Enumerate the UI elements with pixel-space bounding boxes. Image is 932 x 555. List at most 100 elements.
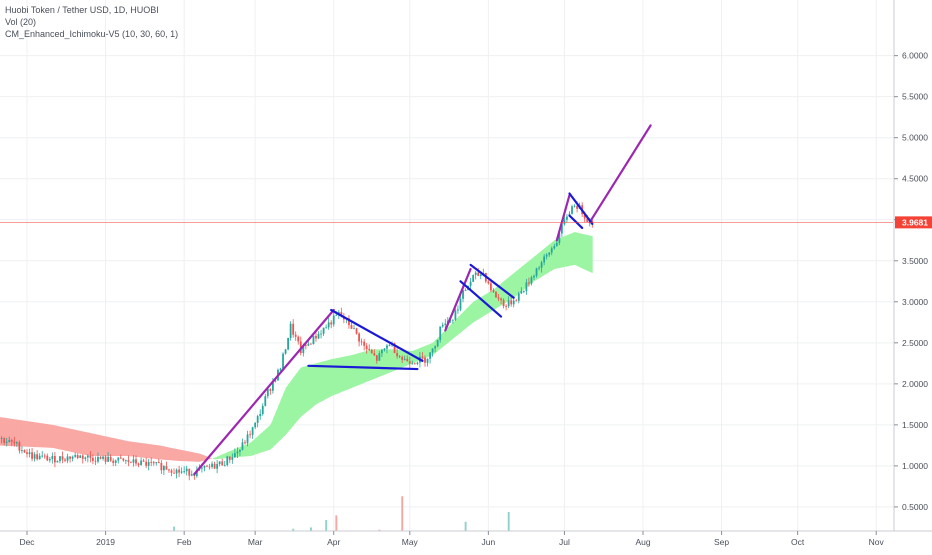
time-tick-label: Jun <box>482 537 496 547</box>
cloud-bear-slice <box>113 438 116 456</box>
candle-down <box>145 462 147 466</box>
cloud-bull-slice <box>278 400 281 442</box>
candle-down <box>376 355 378 360</box>
candle-down <box>135 459 137 463</box>
price-tick-label: 3.5000 <box>902 256 928 266</box>
candle-up <box>148 462 150 466</box>
chart-legend: Huobi Token / Tether USD, 1D, HUOBI Vol … <box>5 4 178 40</box>
cloud-bear-slice <box>194 453 197 462</box>
cloud-bull-slice <box>336 358 339 394</box>
cloud-bear-slice <box>182 450 185 461</box>
cloud-bull-slice <box>463 309 466 330</box>
cloud-bull-slice <box>577 233 580 268</box>
time-tick-label: Apr <box>327 537 340 547</box>
candle-up <box>79 455 81 457</box>
cloud-bear-slice <box>47 424 50 448</box>
candle-down <box>112 461 114 463</box>
candle-down <box>150 462 152 463</box>
candle-down <box>493 290 495 292</box>
candle-down <box>143 461 145 462</box>
candle-up <box>313 336 315 344</box>
cloud-bull-slice <box>587 235 590 272</box>
candle-up <box>201 468 203 469</box>
candle-up <box>523 291 525 292</box>
candle-up <box>533 276 535 278</box>
cloud-bull-slice <box>253 438 256 455</box>
candle-up <box>282 354 284 369</box>
candle-up <box>264 396 266 406</box>
time-tick-label: May <box>402 537 419 547</box>
candle-down <box>315 336 317 339</box>
cloud-bull-slice <box>351 354 354 388</box>
candle-up <box>475 273 477 275</box>
cloud-bear-slice <box>146 444 149 459</box>
cloud-bull-slice <box>367 350 370 382</box>
cloud-bull-slice <box>382 349 385 375</box>
candle-up <box>74 455 76 457</box>
candle-down <box>178 470 180 473</box>
cloud-bull-slice <box>473 300 476 322</box>
candle-down <box>229 456 231 459</box>
cloud-bear-slice <box>144 443 147 458</box>
cloud-bull-slice <box>359 352 362 385</box>
candle-up <box>155 462 157 463</box>
candle-down <box>487 281 489 283</box>
cloud-bull-slice <box>582 234 585 270</box>
cloud-bull-slice <box>564 235 567 267</box>
candle-up <box>1 438 3 439</box>
cloud-bear-slice <box>45 424 48 448</box>
candle-down <box>495 292 497 297</box>
candle-down <box>110 457 112 461</box>
candle-up <box>442 325 444 327</box>
candle-up <box>285 349 287 353</box>
cloud-bear-slice <box>149 444 152 458</box>
candle-down <box>168 469 170 470</box>
candle-up <box>16 442 18 443</box>
candle-down <box>77 455 79 458</box>
candle-down <box>3 438 5 443</box>
cloud-bull-slice <box>471 302 474 325</box>
candle-down <box>130 462 132 463</box>
price-tick-label: 3.0000 <box>902 297 928 307</box>
cloud-bull-slice <box>357 353 360 386</box>
candle-up <box>328 322 330 327</box>
cloud-bull-slice <box>311 364 314 408</box>
candle-down <box>173 473 175 474</box>
candle-down <box>505 306 507 307</box>
candle-up <box>115 460 117 462</box>
candle-up <box>470 282 472 286</box>
candle-down <box>206 466 208 467</box>
candle-down <box>89 456 91 458</box>
candle-up <box>307 344 309 346</box>
candle-down <box>153 462 155 463</box>
cloud-bull-slice <box>217 456 220 460</box>
cloud-bull-slice <box>319 362 322 403</box>
candle-down <box>358 334 360 342</box>
candle-down <box>82 455 84 458</box>
candle-up <box>140 461 142 465</box>
candle-up <box>541 262 543 267</box>
cloud-bull-slice <box>215 457 218 460</box>
cloud-bear-slice <box>151 444 154 458</box>
cloud-bull-slice <box>308 365 311 411</box>
cloud-bull-slice <box>460 312 463 333</box>
price-tick-label: 6.0000 <box>902 51 928 61</box>
candle-down <box>54 456 56 462</box>
candle-down <box>363 342 365 346</box>
time-tick-label: Sep <box>714 537 729 547</box>
cloud-bull-slice <box>369 349 372 380</box>
cloud-bear-slice <box>70 429 73 453</box>
cloud-bear-slice <box>202 455 205 462</box>
candle-up <box>416 363 418 364</box>
cloud-bull-slice <box>478 297 481 319</box>
candle-up <box>183 471 185 472</box>
candle-up <box>290 324 292 338</box>
cloud-bull-slice <box>514 271 517 298</box>
cloud-bull-slice <box>270 419 273 450</box>
cloud-bull-slice <box>334 358 337 395</box>
candle-up <box>181 472 183 473</box>
candle-up <box>480 275 482 276</box>
cloud-bull-slice <box>521 265 524 292</box>
cloud-bear-slice <box>199 454 202 462</box>
candle-up <box>234 453 236 457</box>
